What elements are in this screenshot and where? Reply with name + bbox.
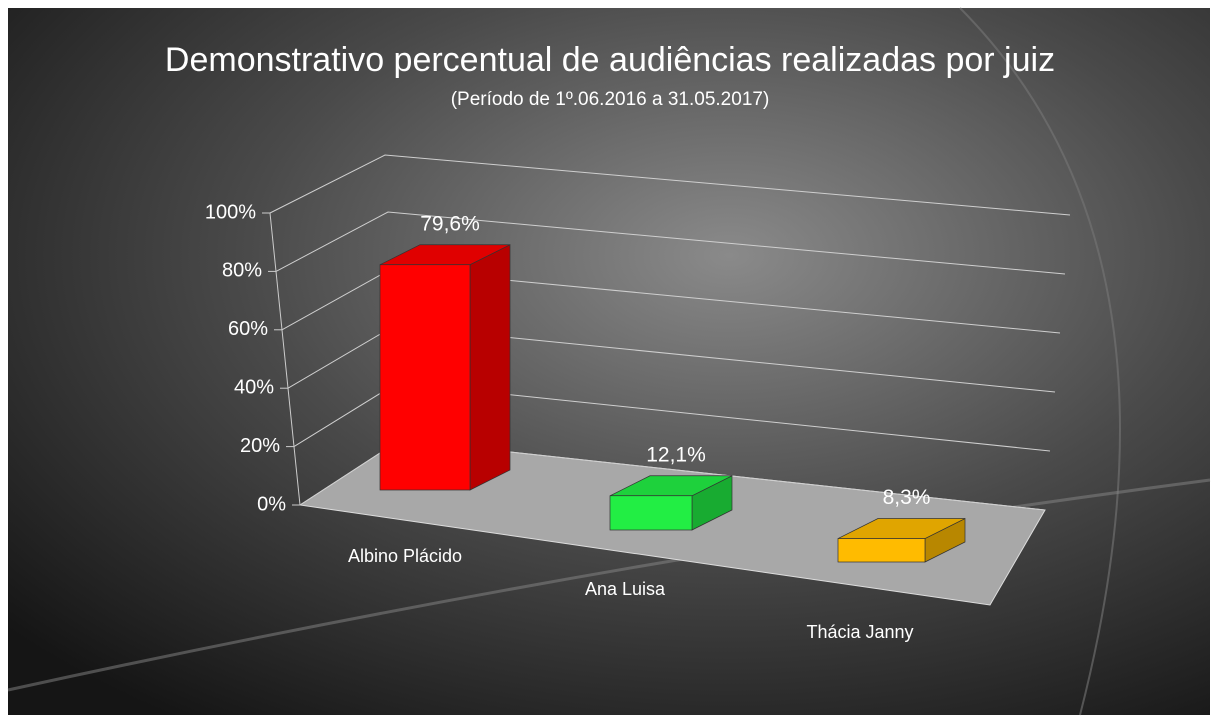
decor-arc [7, 478, 1211, 692]
x-tick-label: Ana Luisa [585, 579, 666, 599]
bar [837, 517, 966, 563]
y-tick-label: 100% [205, 201, 256, 223]
decor-arc [959, 7, 1121, 716]
bar [379, 244, 511, 491]
bar-front [609, 495, 693, 531]
plot-area: 0% 20% 40% 60% 80% 100% 79,6% Albino Plácido 12,… [205, 154, 1071, 642]
bar-front [379, 264, 471, 491]
bar [609, 475, 733, 531]
value-label: 8,3% [883, 486, 931, 509]
value-label: 12,1% [646, 443, 706, 466]
y-axis [269, 212, 301, 506]
y-tick-label: 0% [257, 493, 286, 515]
chart-title: Demonstrativo percentual de audiências r… [165, 41, 1055, 79]
y-tick-label: 40% [234, 376, 274, 398]
slide-background [8, 8, 1210, 715]
y-tick-label: 60% [228, 318, 268, 340]
y-tick-label: 20% [240, 435, 280, 457]
bar-front [837, 538, 926, 563]
value-label: 79,6% [420, 212, 480, 235]
grid-line [275, 211, 1066, 275]
x-tick-label: Albino Plácido [348, 546, 462, 566]
y-tick-label: 80% [222, 260, 262, 282]
chart-subtitle: (Período de 1º.06.2016 a 31.05.2017) [451, 89, 770, 110]
bar-side [469, 244, 511, 491]
grid-line [269, 154, 1071, 216]
x-tick-label: Thácia Janny [806, 622, 913, 642]
